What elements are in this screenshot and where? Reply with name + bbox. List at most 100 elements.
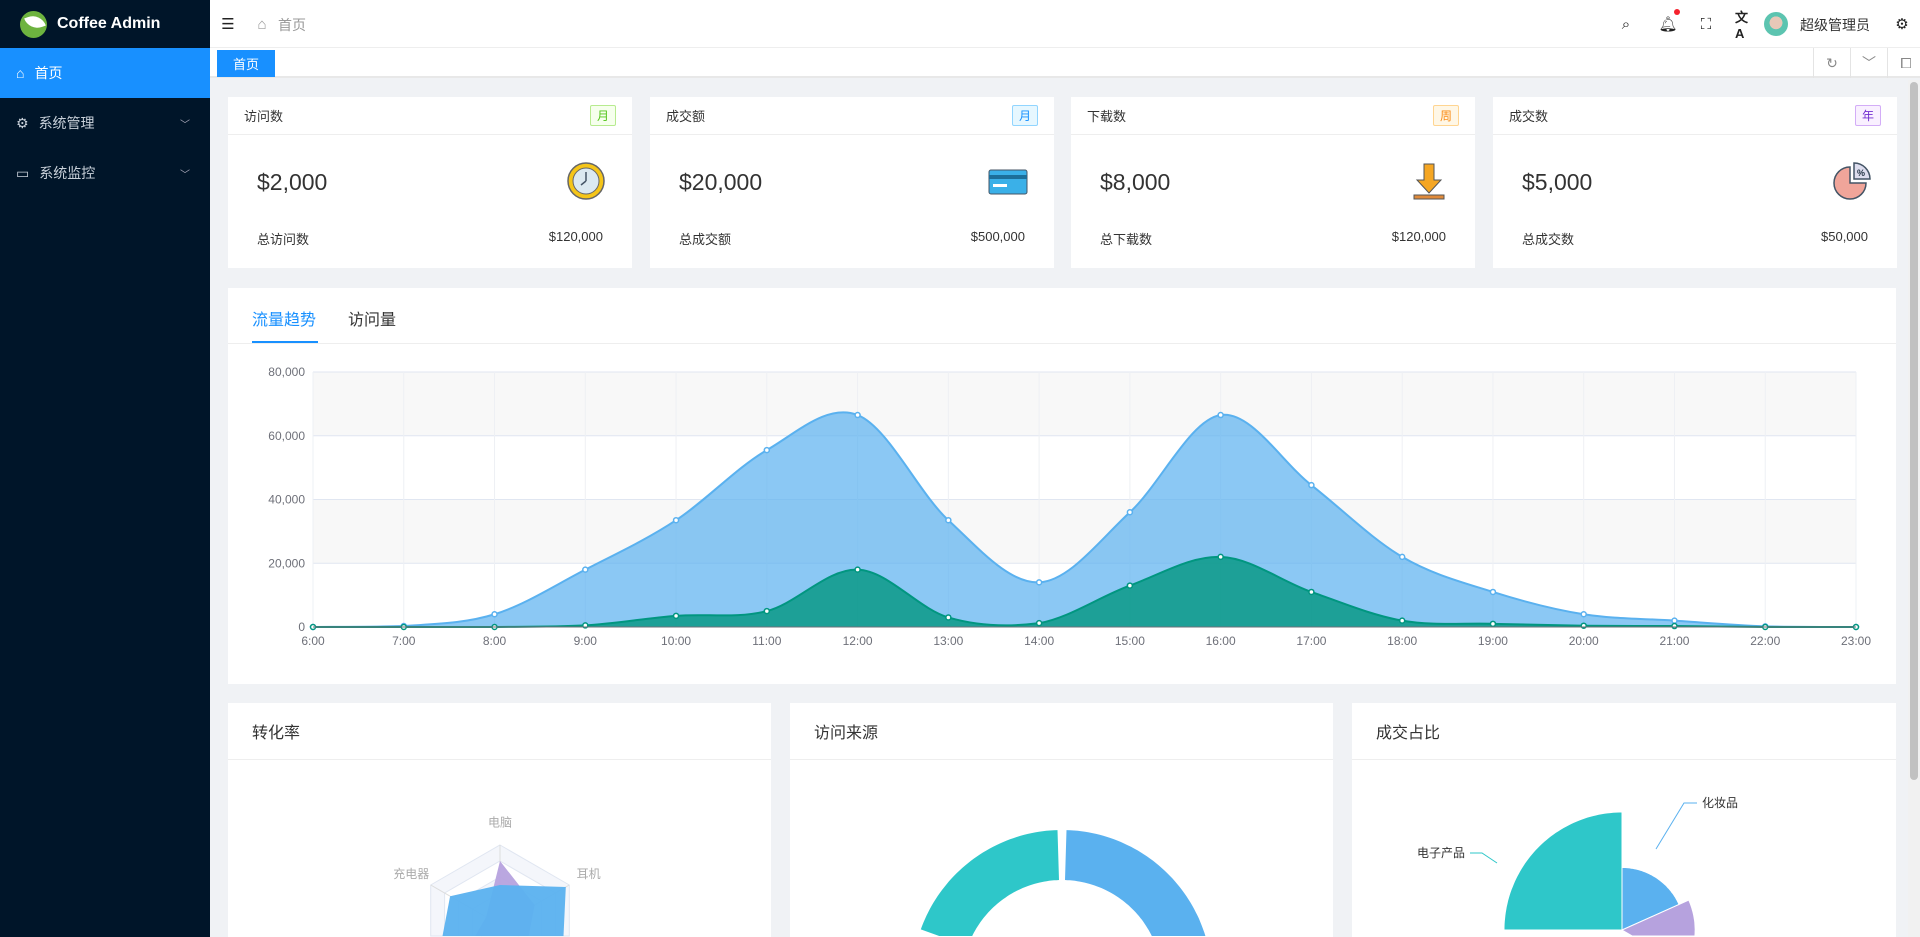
bell-icon[interactable]: 🔔︎: [1658, 16, 1678, 33]
svg-text:%: %: [1857, 168, 1865, 178]
tab-traffic-trend[interactable]: 流量趋势: [252, 312, 317, 329]
tab-visits[interactable]: 访问量: [348, 312, 397, 329]
x-tick-label: 14:00: [1024, 634, 1054, 648]
stat-card: 访问数 月 $2,000 总访问数 $120,000: [228, 97, 632, 268]
rose-slice: [1620, 899, 1696, 937]
stat-value: $8,000: [1100, 169, 1171, 195]
data-point: [854, 566, 861, 573]
period-tag: 年: [1854, 105, 1881, 126]
search-icon[interactable]: ⌕: [1621, 15, 1631, 33]
deal-ratio-card: 成交占比 化妆品 电子产品: [1352, 703, 1896, 937]
label-line: [1470, 852, 1498, 864]
x-tick-label: 7:00: [392, 634, 416, 648]
breadcrumb[interactable]: 首页: [278, 17, 306, 33]
user-name[interactable]: 超级管理员: [1800, 17, 1870, 33]
leaf-logo-icon: [20, 10, 47, 38]
logo[interactable]: Coffee Admin: [0, 0, 210, 48]
y-tick-label: 20,000: [268, 556, 305, 570]
data-point: [1308, 588, 1315, 596]
radar-indicator-label: 电脑: [488, 816, 512, 830]
stat-total-label: 总下载数: [1100, 232, 1153, 247]
donut-slice: [920, 830, 1059, 936]
traffic-area-chart: 0 20,000 40,000 60,000 80,000 6:00 7:00 8:00 9:0…: [268, 365, 1871, 648]
stat-value: $2,000: [257, 169, 328, 195]
home-icon: ⌂: [16, 65, 25, 81]
data-point: [1217, 411, 1224, 419]
stat-title: 访问数: [244, 109, 284, 124]
stat-value: $20,000: [679, 169, 763, 195]
header: ☰ ⌂ 首页 ⌕ 🔔︎ ⛶ 文A 超级管理员 ⚙: [210, 0, 1920, 48]
sidebar-item-label: 首页: [34, 65, 63, 81]
data-point: [763, 607, 771, 615]
grid-band: [313, 499, 1856, 564]
data-point: [1671, 622, 1678, 630]
stat-total-label: 总访问数: [257, 232, 310, 247]
clock-icon: [566, 161, 606, 201]
stat-total-label: 总成交数: [1522, 232, 1575, 247]
data-point: [1671, 617, 1678, 624]
menu-fold-icon[interactable]: ☰: [221, 16, 235, 33]
data-point: [1308, 481, 1315, 489]
stat-title: 下载数: [1087, 109, 1127, 124]
stat-total: $120,000: [548, 229, 603, 244]
fold-content-icon[interactable]: ⧠: [1887, 48, 1920, 78]
stat-card: 下载数 周 $8,000 总下载数 $120,000: [1071, 97, 1475, 268]
data-point: [1126, 509, 1134, 516]
scrollbar-thumb[interactable]: [1910, 82, 1918, 780]
gear-icon: ⚙: [16, 114, 29, 131]
series-area: [313, 556, 1856, 627]
radar-indicator-label: 耳机: [577, 867, 601, 881]
card-title: 访问来源: [790, 703, 1333, 760]
data-point: [1217, 553, 1224, 561]
chevron-down-icon: ﹀: [180, 169, 190, 181]
data-point: [1398, 617, 1406, 624]
scrollbar[interactable]: [1908, 80, 1920, 937]
data-point: [1035, 619, 1043, 627]
card-title: 成交占比: [1352, 703, 1896, 760]
stat-title: 成交额: [666, 109, 706, 124]
data-point: [945, 614, 952, 621]
data-point: [854, 411, 861, 419]
sidebar-item-label: 系统监控: [39, 165, 96, 181]
home-icon: ⌂: [257, 15, 267, 33]
stat-total: $120,000: [1391, 229, 1446, 244]
sidebar-item-home[interactable]: ⌂ 首页: [0, 48, 210, 98]
donut-slice: [1065, 830, 1206, 936]
stat-total-label: 总成交额: [679, 232, 732, 247]
series-area: [313, 412, 1856, 627]
x-tick-label: 22:00: [1750, 634, 1780, 648]
notification-dot: [1674, 9, 1680, 15]
data-point: [672, 516, 680, 524]
series-line: [312, 555, 1856, 629]
pie-chart-icon: %: [1831, 161, 1871, 201]
x-tick-label: 17:00: [1296, 634, 1326, 648]
x-tick-label: 10:00: [661, 634, 691, 648]
avatar[interactable]: [1764, 12, 1788, 36]
x-tick-label: 23:00: [1841, 634, 1871, 648]
x-tick-label: 20:00: [1569, 634, 1599, 648]
refresh-icon[interactable]: ↻: [1813, 48, 1850, 78]
data-point: [582, 566, 589, 573]
visit-source-card: 访问来源: [790, 703, 1333, 937]
app-title: Coffee Admin: [57, 15, 161, 32]
sidebar-item-system-monitor[interactable]: ▭ 系统监控 ﹀: [0, 148, 210, 198]
translate-icon[interactable]: 文A: [1735, 10, 1749, 41]
settings-gear-icon[interactable]: ⚙: [1895, 16, 1909, 33]
fullscreen-icon[interactable]: ⛶: [1700, 15, 1712, 33]
chevron-down-icon[interactable]: ﹀: [1850, 48, 1887, 78]
x-tick-label: 13:00: [933, 634, 963, 648]
x-tick-label: 18:00: [1387, 634, 1417, 648]
data-point: [1489, 588, 1497, 596]
tab-home[interactable]: 首页: [217, 50, 275, 77]
x-tick-label: 9:00: [574, 634, 598, 648]
conversion-card: 转化率 电脑 耳机 充电器: [228, 703, 771, 937]
stat-value: $5,000: [1522, 169, 1593, 195]
sidebar-item-system-management[interactable]: ⚙ 系统管理 ﹀: [0, 98, 210, 148]
period-tag: 周: [1432, 105, 1459, 126]
data-point: [763, 446, 771, 454]
active-tab-indicator: [252, 341, 318, 343]
stat-card: 成交额 月 $20,000 总成交额 $500,000: [650, 97, 1054, 268]
data-point: [1580, 611, 1587, 618]
